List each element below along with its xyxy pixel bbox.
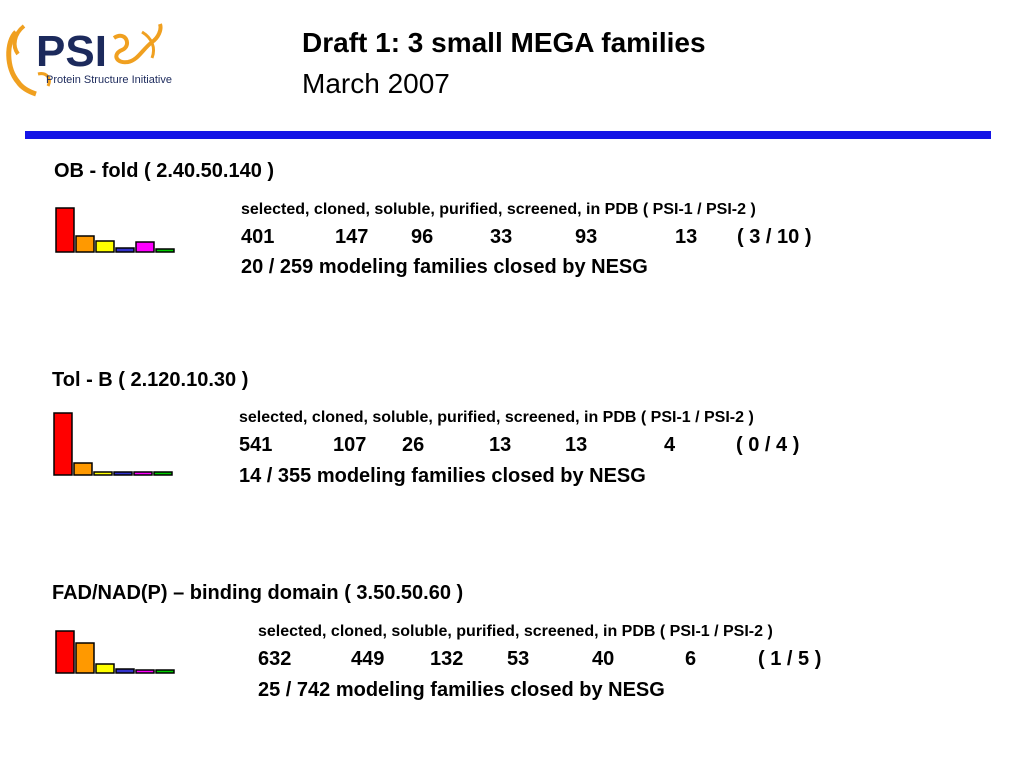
count-screened: 13 bbox=[565, 434, 588, 456]
count-cloned: 107 bbox=[333, 434, 367, 456]
psi-logo-mark-icon: PSI bbox=[6, 23, 163, 97]
family-legend: selected, cloned, soluble, purified, scr… bbox=[258, 623, 773, 640]
logo-subtitle: Protein Structure Initiative bbox=[46, 74, 172, 86]
family-bar-chart bbox=[55, 207, 175, 253]
count-soluble: 96 bbox=[411, 226, 434, 248]
bar-cloned bbox=[73, 462, 93, 476]
family-title: FAD/NAD(P) – binding domain ( 3.50.50.60… bbox=[52, 582, 464, 604]
psi-logo: PSI Protein Structure Initiative bbox=[2, 12, 202, 104]
family-closed: 25 / 742 modeling families closed by NES… bbox=[258, 679, 665, 701]
bar-cloned bbox=[75, 235, 95, 253]
bar-selected bbox=[55, 207, 75, 253]
family-closed: 20 / 259 modeling families closed by NES… bbox=[241, 256, 648, 278]
count-in-pdb: 4 bbox=[664, 434, 676, 456]
count-selected: 632 bbox=[258, 648, 292, 670]
bar-soluble bbox=[93, 471, 113, 476]
count-psi: ( 3 / 10 ) bbox=[737, 226, 812, 248]
count-cloned: 147 bbox=[335, 226, 369, 248]
count-selected: 401 bbox=[241, 226, 275, 248]
count-in-pdb: 6 bbox=[685, 648, 697, 670]
bar-in-pdb bbox=[153, 471, 173, 476]
bar-selected bbox=[55, 630, 75, 674]
family-title: Tol - B ( 2.120.10.30 ) bbox=[52, 369, 249, 391]
family-bar-chart bbox=[55, 630, 175, 674]
count-cloned: 449 bbox=[351, 648, 385, 670]
bar-selected bbox=[53, 412, 73, 476]
count-purified: 33 bbox=[490, 226, 513, 248]
bar-in-pdb bbox=[155, 669, 175, 674]
family-legend: selected, cloned, soluble, purified, scr… bbox=[239, 409, 754, 426]
family-bar-chart bbox=[53, 412, 173, 476]
bar-soluble bbox=[95, 663, 115, 674]
count-psi: ( 0 / 4 ) bbox=[736, 434, 800, 456]
count-purified: 53 bbox=[507, 648, 530, 670]
bar-screened bbox=[133, 471, 153, 476]
count-soluble: 132 bbox=[430, 648, 464, 670]
count-psi: ( 1 / 5 ) bbox=[758, 648, 822, 670]
family-closed: 14 / 355 modeling families closed by NES… bbox=[239, 465, 646, 487]
bar-cloned bbox=[75, 642, 95, 674]
bar-purified bbox=[115, 247, 135, 253]
family-title: OB - fold ( 2.40.50.140 ) bbox=[54, 160, 275, 182]
count-in-pdb: 13 bbox=[675, 226, 698, 248]
logo-text: PSI bbox=[36, 27, 107, 76]
bar-screened bbox=[135, 241, 155, 253]
count-screened: 93 bbox=[575, 226, 598, 248]
bar-in-pdb bbox=[155, 248, 175, 253]
count-soluble: 26 bbox=[402, 434, 425, 456]
bar-soluble bbox=[95, 240, 115, 253]
count-purified: 13 bbox=[489, 434, 512, 456]
header-divider bbox=[25, 131, 991, 139]
page-subtitle: March 2007 bbox=[302, 68, 450, 99]
bar-purified bbox=[113, 471, 133, 476]
count-screened: 40 bbox=[592, 648, 615, 670]
count-selected: 541 bbox=[239, 434, 273, 456]
bar-purified bbox=[115, 668, 135, 674]
bar-screened bbox=[135, 669, 155, 674]
family-legend: selected, cloned, soluble, purified, scr… bbox=[241, 201, 756, 218]
page-title: Draft 1: 3 small MEGA families bbox=[302, 27, 706, 58]
